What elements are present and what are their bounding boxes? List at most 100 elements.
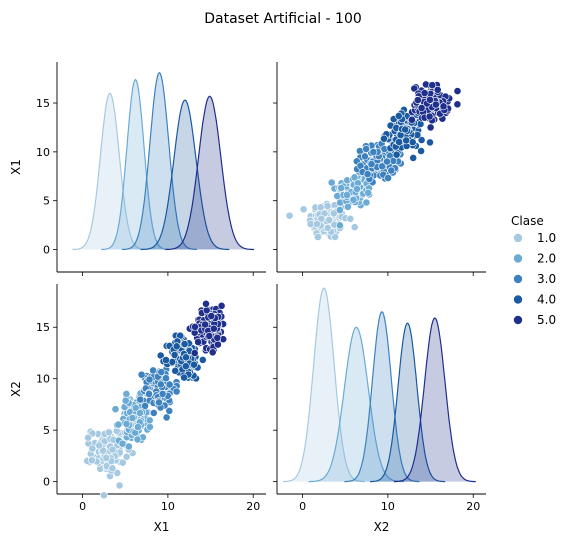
panel-X2-diagonal: 0 10 20 X2 [273,284,486,534]
scatter-point [156,380,165,389]
scatter-point [191,322,199,331]
y-axis-label: X2 [9,381,23,397]
kde-area-5.0 [165,96,255,250]
scatter-point [190,360,198,369]
scatter-point [395,138,403,146]
scatter-point [190,349,199,357]
scatter-series-4.0 [156,331,207,383]
y-tick-label: 10 [36,146,50,159]
legend-entries: 1.0 2.0 3.0 4.0 5.0 [513,231,556,327]
scatter-point [194,338,202,346]
scatter-point [157,368,166,376]
scatter-point [431,100,440,109]
y-tick-label: 10 [36,373,50,386]
scatter-point [121,396,130,405]
scatter-point [337,184,346,192]
scatter-point [453,100,462,109]
y-axis-label: X1 [9,159,23,175]
scatter-point [172,387,181,396]
scatter-point [402,136,411,145]
scatter-point [409,153,418,162]
kde-line-4.0 [370,322,446,483]
kde-line-1.0 [283,287,365,483]
scatter-point [118,439,127,448]
scatter-point [158,389,167,398]
scatter-point [207,312,216,320]
scatter-point [205,331,214,340]
scatter-point [384,174,392,182]
y-tick-label: 5 [43,195,50,208]
panels-group: 0 5 10 15 X1 0 5 10 15 0 10 20 X2 X1 0 10 20 X2 [9,62,486,534]
scatter-point [165,380,174,389]
scatter-point [137,370,146,379]
scatter-point [128,414,137,422]
scatter-point [122,419,131,428]
scatter-point [108,445,117,454]
scatter-point [202,299,210,308]
scatter-point [114,420,123,429]
scatter-series-3.0 [136,347,181,422]
scatter-point [134,423,142,431]
scatter-point [378,162,387,171]
y-tick-label: 5 [43,424,50,437]
scatter-point [383,157,391,166]
y-tick-label: 15 [36,97,50,110]
x-tick-label: 20 [466,500,480,513]
x-axis-label: X2 [374,520,390,534]
scatter-point [182,353,190,362]
scatter-point [428,81,437,90]
scatter-point [433,85,442,94]
scatter-series-2.0 [111,389,154,451]
scatter-point [108,464,117,473]
kde-line-4.0 [140,99,230,251]
scatter-point [208,348,217,357]
scatter-point [99,446,107,455]
kde-area-4.0 [140,100,230,250]
kde-line-1.0 [72,92,148,251]
y-tick-label: 15 [36,321,50,334]
scatter-point [133,435,142,444]
legend-label: 4.0 [537,293,556,307]
scatter-point [136,408,144,417]
scatter-point [136,395,145,404]
scatter-point [145,375,154,384]
scatter-point [380,134,388,143]
kde-area-1.0 [72,93,148,250]
scatter-point [162,356,170,364]
legend-label: 2.0 [537,252,556,266]
scatter-point [413,96,422,104]
scatter-point [323,223,332,232]
scatter-point [417,136,426,144]
scatter-point [149,408,158,417]
x-tick-label: 20 [246,500,260,513]
kde-line-2.0 [308,326,405,483]
scatter-point [102,453,111,462]
scatter-point [346,214,355,223]
scatter-series-4.0 [380,105,434,162]
scatter-point [111,405,120,414]
scatter-point [387,166,396,175]
legend-label: 1.0 [537,231,556,245]
scatter-point [420,89,429,97]
legend-label: 5.0 [537,313,556,327]
kde-area-4.0 [370,323,446,482]
scatter-point [335,221,344,230]
kde-area-3.0 [344,311,420,482]
y-tick-label: 0 [43,244,50,257]
scatter-point [84,433,92,442]
scatter-point [299,205,308,214]
scatter-point [213,340,222,349]
legend-marker-2.0 [513,253,523,264]
scatter-point [325,215,334,224]
kde-line-5.0 [393,317,476,483]
scatter-point [426,138,434,147]
legend-label: 3.0 [537,272,556,286]
kde-line-5.0 [165,95,255,251]
legend-title: Clase [511,214,544,228]
scatter-point [198,355,207,364]
scatter-point [171,366,180,375]
scatter-point [363,170,372,179]
scatter-point [162,374,170,383]
legend: Clase 1.0 2.0 3.0 4.0 5.0 [511,214,556,327]
scatter-point [88,456,96,465]
